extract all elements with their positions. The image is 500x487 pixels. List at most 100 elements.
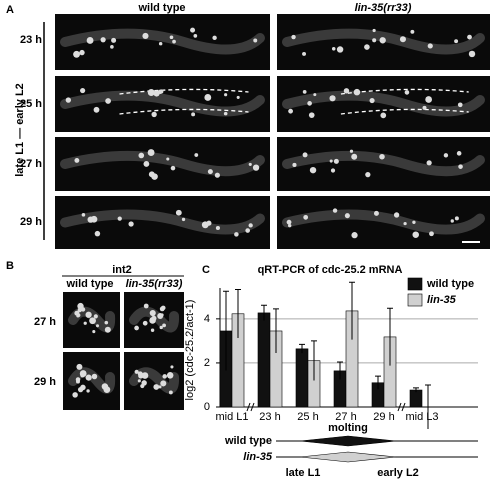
nucleus	[104, 320, 109, 325]
nucleus	[450, 219, 454, 223]
nucleus	[245, 228, 251, 233]
nucleus	[404, 90, 410, 95]
nucleus	[412, 231, 419, 238]
nucleus	[194, 153, 199, 157]
nucleus	[329, 95, 336, 102]
error-bar	[273, 308, 279, 354]
error-bar	[375, 375, 381, 390]
nucleus	[77, 307, 82, 313]
error-bar	[299, 343, 305, 354]
nucleus	[65, 97, 72, 103]
nucleus	[288, 223, 292, 228]
column-label: lin-35(rr33)	[126, 278, 183, 290]
x-tick-label: mid L1	[215, 411, 248, 423]
nucleus	[329, 159, 333, 163]
bar	[409, 389, 423, 408]
nucleus	[429, 231, 434, 237]
nucleus	[224, 93, 228, 97]
nucleus	[170, 365, 174, 369]
nucleus	[150, 328, 155, 332]
stage-label: late L1	[286, 467, 321, 479]
nucleus	[72, 392, 78, 398]
nucleus	[309, 166, 317, 174]
nucleus	[85, 311, 92, 318]
nucleus	[160, 305, 166, 311]
nucleus	[443, 153, 449, 158]
nucleus	[100, 37, 106, 43]
timeline-row-label: wild type	[224, 435, 272, 447]
nucleus	[372, 38, 377, 43]
nucleus	[336, 46, 344, 53]
nucleus	[313, 93, 317, 97]
nucleus	[425, 96, 433, 103]
nucleus	[80, 88, 86, 94]
bar	[257, 312, 271, 408]
nucleus	[90, 215, 98, 223]
nucleus	[76, 363, 83, 370]
nucleus	[253, 38, 258, 43]
worm	[129, 306, 180, 333]
panel-title: int2	[112, 264, 132, 276]
nucleus	[134, 325, 139, 331]
nucleus	[373, 210, 379, 216]
nucleus	[149, 309, 156, 317]
nucleus	[105, 98, 111, 104]
column-label: wild type	[137, 2, 185, 14]
nucleus	[330, 168, 336, 173]
nucleus	[351, 232, 358, 239]
x-tick-label: 29 h	[373, 411, 394, 423]
nucleus	[142, 320, 148, 326]
nucleus	[369, 97, 375, 104]
nucleus	[162, 323, 166, 328]
nucleus	[172, 39, 176, 44]
row-label: 25 h	[20, 98, 42, 110]
nucleus	[307, 101, 312, 106]
nucleus	[412, 220, 416, 224]
nucleus	[104, 326, 111, 333]
y-tick-label: 0	[204, 401, 210, 413]
x-tick-label: 27 h	[335, 411, 356, 423]
nucleus	[426, 160, 432, 166]
nucleus	[74, 158, 80, 163]
nucleus	[190, 27, 196, 33]
nucleus	[351, 153, 358, 160]
nucleus	[80, 384, 86, 391]
nucleus	[302, 152, 308, 158]
worm	[60, 90, 265, 117]
nucleus	[89, 317, 96, 325]
nucleus	[76, 379, 80, 384]
row-label: 27 h	[34, 316, 56, 328]
nucleus	[92, 330, 96, 334]
nucleus	[379, 153, 385, 160]
nucleus	[456, 151, 462, 156]
nucleus	[286, 219, 292, 225]
nucleus	[193, 34, 198, 38]
nucleus	[93, 314, 98, 319]
y-tick-label: 4	[204, 313, 210, 325]
nucleus	[254, 166, 258, 171]
nucleus	[94, 230, 101, 237]
nucleus	[140, 383, 145, 389]
nucleus	[308, 112, 315, 118]
nucleus	[86, 37, 94, 44]
worm	[282, 150, 485, 177]
legend-label: lin-35	[427, 294, 457, 306]
x-tick-label: mid L3	[405, 411, 438, 423]
micrograph	[277, 137, 490, 191]
nucleus	[77, 313, 81, 317]
micrograph	[55, 76, 270, 132]
nucleus	[137, 379, 141, 383]
nucleus	[204, 94, 212, 101]
nucleus	[349, 149, 354, 153]
nucleus	[83, 321, 87, 325]
error-bar	[261, 304, 267, 321]
nucleus	[138, 152, 145, 159]
nucleus	[468, 50, 476, 58]
nucleus	[410, 29, 415, 34]
nucleus	[158, 41, 163, 46]
nucleus	[302, 51, 307, 56]
nucleus	[148, 171, 155, 178]
worm	[60, 150, 265, 177]
nucleus	[427, 43, 433, 49]
nucleus	[403, 221, 407, 226]
